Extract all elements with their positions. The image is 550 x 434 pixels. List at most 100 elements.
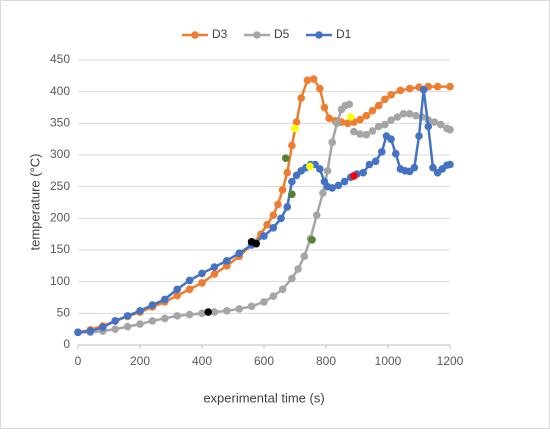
data-point: [173, 312, 181, 320]
data-point: [343, 119, 352, 128]
data-point: [148, 317, 157, 325]
data-point: [362, 111, 371, 120]
data-point: [198, 279, 206, 287]
data-point: [223, 307, 231, 315]
data-point: [446, 125, 454, 134]
highlight-point: [308, 236, 316, 244]
highlight-point: [306, 162, 314, 171]
highlight-point: [350, 172, 358, 180]
data-point: [288, 141, 296, 150]
data-point: [263, 220, 271, 229]
x-tick-label: 400: [192, 354, 212, 368]
data-point: [371, 157, 380, 166]
data-point: [136, 320, 144, 328]
data-point: [356, 130, 364, 138]
legend-marker: [253, 31, 261, 39]
y-tick-label: 200: [50, 211, 70, 225]
data-point: [393, 113, 402, 121]
y-axis-title: temperature (°C): [27, 154, 42, 251]
y-tick-label: 50: [57, 306, 71, 320]
data-point: [362, 130, 371, 139]
data-point: [210, 263, 219, 271]
data-point: [325, 114, 333, 123]
y-tick-label: 350: [50, 116, 70, 130]
data-point: [86, 327, 95, 335]
data-point: [328, 184, 337, 192]
data-point: [173, 285, 181, 294]
y-tick-label: 150: [50, 242, 70, 256]
data-point: [334, 181, 343, 190]
y-tick-label: 0: [63, 337, 70, 351]
data-point: [374, 101, 383, 110]
data-point: [136, 307, 144, 315]
data-point: [345, 100, 354, 109]
highlight-point: [281, 154, 290, 162]
data-point: [446, 160, 454, 169]
data-point: [148, 301, 157, 309]
x-tick-label: 600: [254, 354, 274, 368]
data-point: [283, 168, 292, 177]
x-tick-label: 1000: [375, 354, 402, 368]
data-point: [283, 203, 292, 211]
data-point: [123, 322, 132, 331]
data-point: [278, 186, 287, 194]
data-point: [424, 122, 433, 131]
data-point: [419, 85, 428, 94]
x-axis-title: experimental time (s): [203, 390, 324, 405]
data-point: [269, 224, 278, 232]
data-point: [303, 76, 312, 85]
data-point: [309, 75, 318, 83]
data-point: [381, 95, 389, 104]
data-point: [223, 256, 231, 265]
data-point: [381, 120, 389, 129]
data-point: [297, 94, 306, 102]
data-point: [319, 189, 327, 197]
data-point: [278, 285, 287, 294]
data-point: [412, 111, 420, 120]
data-point: [430, 118, 439, 126]
data-point: [260, 232, 268, 240]
data-point: [387, 135, 395, 143]
data-point: [274, 200, 282, 209]
data-point: [74, 328, 82, 337]
data-point: [185, 276, 194, 285]
data-point: [320, 103, 329, 112]
data-point: [173, 291, 181, 300]
data-point: [260, 298, 268, 306]
data-point: [356, 115, 364, 124]
data-point: [247, 302, 256, 311]
data-point: [415, 132, 423, 140]
data-point: [185, 285, 194, 294]
y-tick-label: 100: [50, 274, 70, 288]
data-point: [446, 82, 454, 91]
data-point: [429, 163, 437, 172]
data-point: [161, 295, 169, 304]
data-point: [368, 106, 377, 115]
data-point: [288, 177, 296, 186]
x-tick-label: 0: [75, 354, 82, 368]
data-point: [436, 120, 445, 129]
data-point: [111, 325, 119, 333]
data-point: [198, 269, 206, 278]
y-tick-label: 250: [50, 179, 70, 193]
data-point: [161, 314, 169, 323]
data-point: [185, 310, 194, 319]
legend-text: D3: [212, 27, 228, 41]
data-point: [405, 84, 414, 93]
x-tick-label: 200: [130, 354, 150, 368]
data-point: [269, 211, 278, 219]
x-tick-label: 1200: [437, 354, 464, 368]
legend-text: D5: [274, 27, 290, 41]
data-point: [391, 149, 400, 158]
data-point: [312, 211, 321, 219]
data-point: [340, 177, 349, 186]
data-point: [316, 84, 324, 93]
data-point: [374, 122, 383, 131]
data-point: [294, 265, 302, 273]
data-point: [111, 317, 119, 325]
data-point: [323, 167, 332, 175]
data-point: [292, 118, 301, 126]
data-point: [410, 163, 419, 172]
data-point: [99, 323, 107, 332]
